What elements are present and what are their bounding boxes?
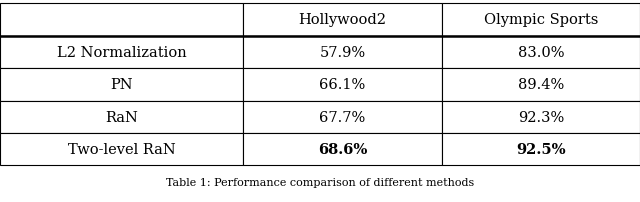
Text: Table 1: Performance comparison of different methods: Table 1: Performance comparison of diffe… [166, 177, 474, 187]
